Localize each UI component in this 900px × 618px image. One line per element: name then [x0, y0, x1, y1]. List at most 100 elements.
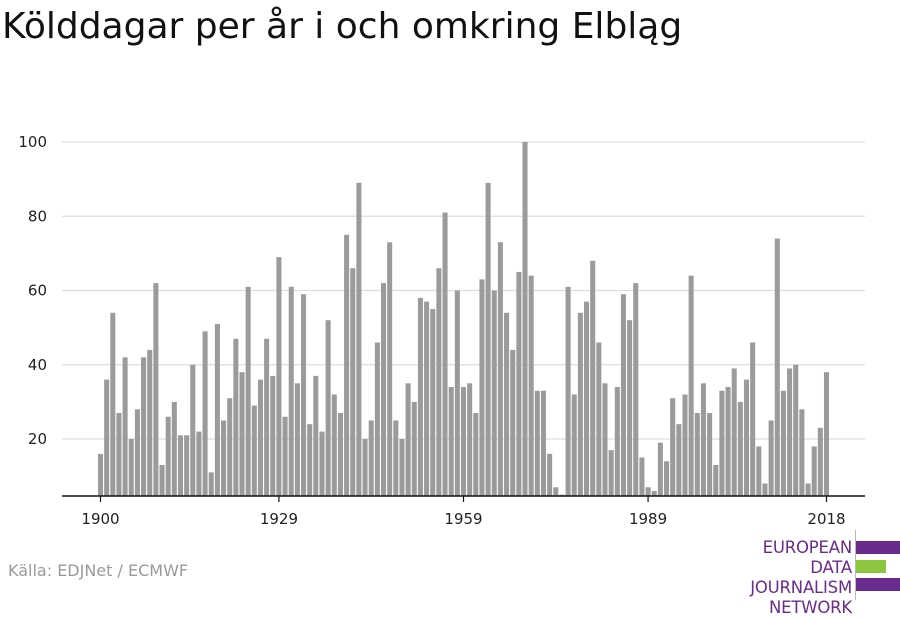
bar-1967	[510, 349, 516, 496]
y-tick-label: 40	[28, 356, 47, 374]
bar-1905	[128, 439, 134, 496]
x-tick-label: 1989	[629, 510, 667, 528]
bar-1915	[190, 364, 196, 496]
bar-1900	[97, 453, 104, 496]
bar-1954	[430, 309, 436, 496]
bar-1999	[707, 413, 713, 496]
bar-1961	[473, 413, 479, 496]
bar-1958	[454, 290, 460, 496]
bar-1989	[645, 487, 651, 496]
bar-1971	[534, 390, 540, 496]
bar-1994	[676, 424, 682, 496]
bar-2018	[823, 372, 830, 496]
bar-2003	[731, 368, 737, 496]
bar-1977	[571, 394, 577, 496]
bar-1945	[374, 342, 380, 496]
bar-1938	[331, 394, 337, 496]
bar-1959	[460, 387, 467, 496]
bar-1951	[411, 401, 417, 497]
logo-bar-top	[856, 541, 900, 554]
bar-1932	[294, 383, 300, 496]
bar-1956	[442, 212, 448, 497]
bar-1925	[251, 405, 257, 496]
gridlines	[62, 141, 865, 440]
bar-1947	[387, 242, 393, 496]
bar-1902	[110, 312, 116, 496]
y-axis-ticks: 20 40 60 80 100	[18, 133, 47, 448]
bar-1981	[596, 342, 602, 496]
bar-1923	[239, 372, 245, 496]
bars	[97, 142, 830, 497]
bar-1935	[313, 375, 319, 496]
bar-1907	[141, 357, 147, 496]
bar-1929	[276, 257, 282, 496]
bar-1960	[467, 383, 473, 496]
bar-1957	[448, 387, 454, 496]
bar-1963	[485, 182, 491, 496]
bar-1921	[227, 398, 233, 496]
bar-1976	[565, 286, 571, 496]
bar-1930	[282, 416, 288, 496]
bar-chart: 20 40 60 80 100 1900 1929 1959 1989 2018	[18, 133, 865, 528]
bar-1922	[233, 338, 239, 496]
bar-2013	[793, 364, 799, 496]
bar-1903	[116, 413, 122, 496]
bar-1912	[171, 401, 177, 497]
bar-1941	[350, 268, 356, 496]
bar-1924	[245, 286, 251, 496]
bar-1965	[497, 242, 503, 496]
bar-1985	[620, 294, 626, 496]
logo-divider	[855, 530, 856, 600]
y-tick-label: 20	[28, 430, 47, 448]
x-tick-label: 1959	[444, 510, 482, 528]
bar-1987	[633, 283, 639, 496]
bar-1909	[153, 283, 159, 496]
bar-1926	[257, 379, 263, 496]
logo-line-1: EUROPEAN	[762, 538, 853, 557]
logo-bar-middle	[856, 560, 886, 573]
bar-1978	[577, 312, 583, 496]
bar-1972	[540, 390, 547, 496]
logo-line-2: DATA JOURNALISM	[750, 558, 852, 597]
bar-1984	[614, 387, 620, 496]
bar-1943	[362, 439, 368, 496]
bar-1980	[590, 260, 596, 496]
bar-1931	[288, 286, 294, 496]
bar-1966	[504, 312, 510, 496]
bar-1928	[270, 375, 276, 496]
bar-2007	[756, 446, 762, 496]
chart-title: Kölddagar per år i och omkring Elbląg	[2, 6, 683, 47]
bar-2002	[725, 387, 731, 496]
bar-1942	[356, 182, 362, 496]
y-tick-label: 60	[28, 282, 47, 300]
bar-1986	[627, 320, 633, 496]
edjnet-logo: EUROPEAN DATA JOURNALISM NETWORK	[705, 530, 900, 617]
bar-2010	[774, 238, 780, 497]
bar-1927	[264, 338, 270, 496]
y-tick-label: 80	[28, 207, 47, 225]
bar-1916	[196, 431, 202, 496]
bar-1901	[104, 379, 110, 496]
bar-1992	[664, 461, 670, 496]
bar-1952	[417, 297, 423, 496]
bar-1933	[301, 294, 307, 496]
bar-1950	[405, 383, 411, 496]
bar-2004	[737, 401, 743, 497]
bar-1970	[528, 275, 534, 496]
bar-1982	[602, 383, 608, 496]
bar-1944	[368, 420, 374, 496]
bar-1904	[122, 357, 128, 496]
bar-1913	[177, 435, 184, 496]
bar-1934	[307, 424, 313, 496]
bar-1995	[682, 394, 688, 496]
logo-text: EUROPEAN DATA JOURNALISM NETWORK	[705, 538, 852, 618]
bar-1953	[424, 301, 430, 496]
bar-1940	[344, 234, 350, 496]
logo-line-3: NETWORK	[768, 598, 852, 617]
bar-1993	[670, 398, 676, 496]
bar-2006	[750, 342, 756, 496]
bar-2016	[811, 446, 817, 496]
bar-1948	[393, 420, 399, 496]
bar-1937	[325, 320, 331, 496]
bar-2012	[787, 368, 793, 496]
